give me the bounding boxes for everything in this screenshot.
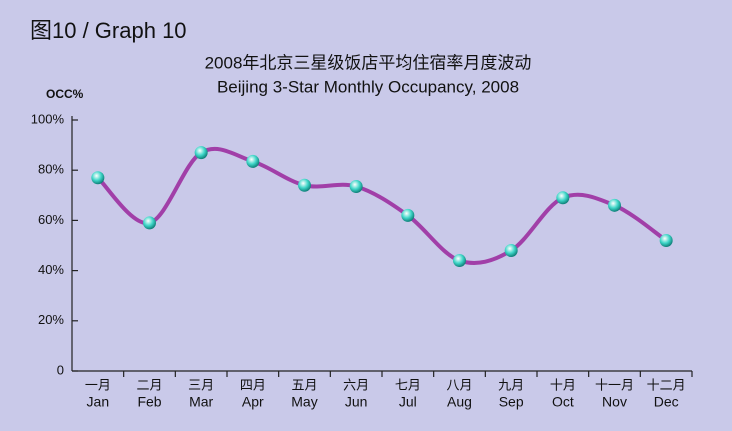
chart-title: 图10 / Graph 10 — [30, 18, 187, 43]
point — [608, 198, 621, 212]
x-tick-label: Apr — [242, 394, 264, 410]
x-tick-label: Oct — [552, 394, 574, 410]
x-tick-label: Jun — [345, 394, 368, 410]
x-tick-label-zh: 十二月 — [647, 377, 686, 392]
y-tick-label: 0 — [57, 362, 64, 377]
x-tick-label: Feb — [137, 394, 161, 410]
point — [659, 233, 673, 247]
chart-subtitle-en: Beijing 3-Star Monthly Occupancy, 2008 — [217, 77, 519, 96]
x-tick-label-zh: 三月 — [188, 377, 214, 392]
x-tick-label-zh: 六月 — [343, 377, 369, 392]
x-tick-label-zh: 七月 — [395, 377, 421, 392]
y-tick-label: 60% — [38, 212, 64, 227]
point — [298, 178, 311, 192]
x-tick-label: Mar — [189, 394, 213, 410]
point — [556, 191, 570, 205]
x-tick-label: Jul — [399, 394, 417, 410]
x-tick-label-zh: 十月 — [550, 377, 576, 392]
x-tick-label: Jan — [87, 394, 110, 410]
x-tick-label-zh: 八月 — [446, 377, 472, 392]
x-tick-label-zh: 四月 — [240, 377, 266, 392]
point — [349, 180, 363, 194]
x-tick-label: Sep — [499, 394, 524, 410]
y-tick-label: 80% — [38, 162, 64, 177]
x-tick-label-zh: 一月 — [85, 377, 111, 392]
x-tick-label: Aug — [447, 394, 472, 410]
chart-subtitle: 2008年北京三星级饭店平均住宿率月度波动 — [205, 53, 532, 72]
x-tick-label: Nov — [602, 394, 627, 410]
point — [143, 216, 156, 230]
x-tick-label-zh: 九月 — [498, 377, 524, 392]
x-tick-label: Dec — [654, 394, 679, 410]
point — [246, 154, 260, 168]
y-axis-label: OCC% — [46, 87, 84, 101]
point — [453, 254, 466, 268]
y-tick-label: 40% — [38, 262, 64, 277]
line — [96, 146, 668, 265]
point — [504, 244, 518, 258]
x-tick-label: May — [291, 394, 317, 410]
x-tick-label-zh: 十一月 — [595, 377, 634, 392]
point — [91, 171, 105, 185]
x-tick-label-zh: 二月 — [136, 377, 162, 392]
y-tick-label: 20% — [38, 312, 64, 327]
x-tick-label-zh: 五月 — [291, 377, 317, 392]
point — [401, 208, 415, 222]
y-tick-label: 100% — [31, 111, 65, 126]
point — [194, 146, 208, 160]
